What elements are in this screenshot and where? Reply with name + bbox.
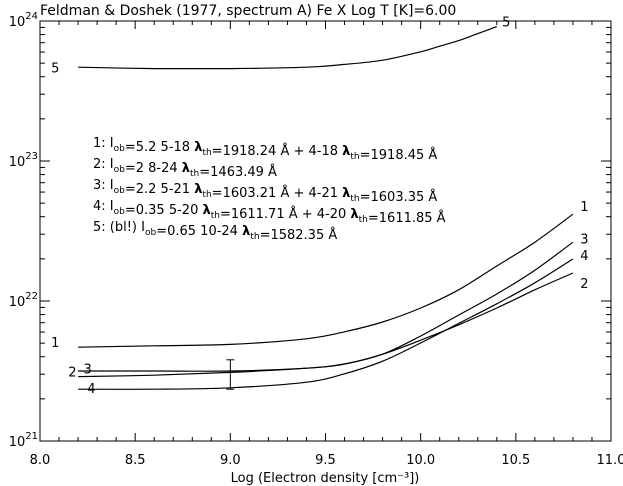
series-layer [78, 26, 574, 390]
curve-label: 2 [580, 277, 588, 292]
x-axis-label: Log (Electron density [cm⁻³]) [231, 471, 420, 486]
legend-entry: 5: (bl!) Iob=0.65 10-24 λth=1582.35 Å [93, 220, 337, 243]
series-line-4 [78, 258, 574, 390]
y-tick-label: 1024 [9, 11, 38, 30]
curve-label: 4 [580, 249, 588, 264]
annotation-block: 1: Iob=5.2 5-18 λth=1918.24 Å + 4-18 λth… [93, 136, 446, 243]
curve-label: 4 [87, 382, 95, 397]
x-tick-label: 8.0 [30, 453, 51, 468]
curve-label: 2 [68, 365, 76, 380]
error-bar-group [226, 359, 235, 390]
curve-label: 3 [83, 363, 91, 378]
y-tick-label: 1022 [9, 291, 38, 310]
curve-label: 3 [580, 232, 588, 247]
series-line-2 [78, 272, 574, 378]
x-tick-label: 11.0 [597, 453, 623, 468]
x-tick-label: 8.5 [125, 453, 146, 468]
y-tick-label: 1023 [9, 151, 38, 170]
y-tick-label: 1021 [9, 431, 38, 450]
series-line-3 [78, 241, 574, 372]
curve-label: 5 [502, 15, 510, 30]
y-axis: 1021 1022 1023 1024 [9, 11, 611, 450]
curve-label: 5 [51, 62, 59, 77]
curve-label: 1 [580, 200, 588, 215]
legend-entry: 4: Iob=0.35 5-20 λth=1611.71 Å + 4-20 λt… [93, 199, 446, 226]
x-tick-label: 10.5 [501, 453, 530, 468]
chart-title: Feldman & Doshek (1977, spectrum A) Fe X… [40, 3, 456, 19]
x-axis: 8.0 8.5 9.0 9.5 10.0 10.5 11.0 [30, 21, 623, 468]
legend-entry: 2: Iob=2 8-24 λth=1463.49 Å [93, 157, 277, 180]
curve-label: 1 [51, 336, 59, 351]
series-line-5 [78, 26, 498, 70]
series-line-1 [78, 213, 574, 348]
legend-entry: 3: Iob=2.2 5-21 λth=1603.21 Å + 4-21 λth… [93, 178, 437, 205]
x-tick-label: 9.0 [220, 453, 241, 468]
x-tick-label: 9.5 [315, 453, 336, 468]
legend-entry: 1: Iob=5.2 5-18 λth=1918.24 Å + 4-18 λth… [93, 136, 437, 163]
x-tick-label: 10.0 [406, 453, 435, 468]
